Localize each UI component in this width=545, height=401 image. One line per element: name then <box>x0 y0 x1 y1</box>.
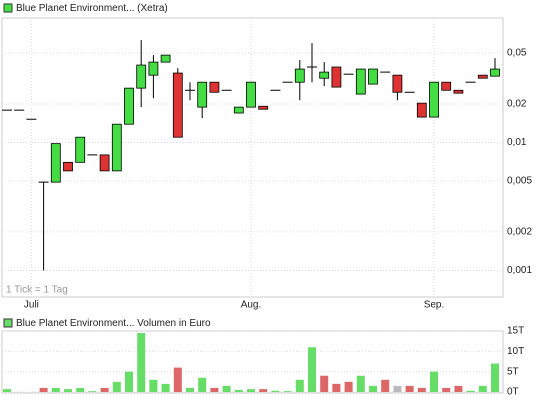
volume-bar <box>64 389 72 392</box>
volume-bar <box>478 385 487 392</box>
candle-body <box>331 66 342 88</box>
candle-body <box>197 81 208 108</box>
y-tick-label: 0,005 <box>507 176 532 187</box>
candle-body <box>477 74 488 79</box>
candle-body <box>99 154 110 172</box>
y-tick-label: 0,001 <box>507 265 532 276</box>
candle-body <box>453 89 464 94</box>
x-tick-label: Juli <box>24 300 39 311</box>
volume-bar <box>88 391 97 392</box>
candle-body <box>209 81 220 93</box>
volume-bar <box>76 387 85 392</box>
candle-body <box>490 68 500 77</box>
candle-body <box>148 61 159 76</box>
volume-bar <box>222 385 231 392</box>
candle-body <box>294 68 305 83</box>
candle-body <box>441 81 452 91</box>
volume-bar <box>332 383 341 392</box>
volume-title: Blue Planet Environment... Volumen in Eu… <box>16 318 211 329</box>
candle-body <box>160 54 171 63</box>
volume-bar <box>405 385 414 392</box>
legend-swatch <box>3 3 13 13</box>
candle-body <box>75 136 86 163</box>
volume-bar <box>3 389 11 392</box>
volume-bar <box>210 387 219 392</box>
y-tick-label: 0,02 <box>507 99 527 110</box>
volume-bar <box>100 387 109 392</box>
volume-bar <box>454 385 463 392</box>
chart-title: Blue Planet Environment... (Xetra) <box>16 3 168 14</box>
candle-body <box>172 72 183 138</box>
y-tick-label: 0,002 <box>507 227 532 238</box>
volume-bar <box>283 391 292 392</box>
volume-bar <box>234 389 243 392</box>
volume-bar <box>137 333 146 392</box>
volume-bar <box>125 371 133 392</box>
candle-body <box>233 106 244 114</box>
candle-body <box>50 143 61 183</box>
volume-bar <box>491 363 499 392</box>
volume-bar <box>173 367 182 392</box>
volume-bar <box>393 385 402 392</box>
legend-swatch <box>3 318 13 328</box>
y-tick-label: 0,01 <box>507 137 527 148</box>
y-tick-label: 0,05 <box>507 48 527 59</box>
volume-bar <box>112 381 121 392</box>
price-panel <box>1 17 504 298</box>
volume-bar <box>344 381 353 392</box>
volume-bar <box>466 390 475 392</box>
y-tick-label: 0T <box>507 387 519 398</box>
volume-bar <box>308 347 316 392</box>
annotation: 1 Tick = 1 Tag <box>6 285 68 296</box>
volume-bar <box>356 375 365 392</box>
candle-body <box>416 102 427 118</box>
y-tick-label: 15T <box>507 326 524 337</box>
volume-bar <box>39 387 48 392</box>
volume-bar <box>430 371 438 392</box>
volume-bar <box>271 390 280 392</box>
volume-bar <box>161 383 170 392</box>
candle-body <box>63 161 73 172</box>
candle-body <box>136 64 147 89</box>
volume-bar <box>259 389 268 392</box>
candle-body <box>258 105 269 110</box>
volume-bar <box>149 379 158 392</box>
volume-bar <box>442 387 451 392</box>
candle-body <box>246 81 256 108</box>
x-tick-label: Sep. <box>424 300 445 311</box>
candle-body <box>355 68 366 95</box>
candle-body <box>111 123 122 172</box>
volume-panel <box>1 330 504 394</box>
candle-body <box>368 68 378 85</box>
volume-bar <box>417 387 426 392</box>
volume-bar <box>369 385 377 392</box>
y-tick-label: 10T <box>507 346 524 357</box>
candle-body <box>392 74 403 93</box>
y-tick-label: 5T <box>507 366 519 377</box>
volume-bar <box>247 389 255 392</box>
volume-bar <box>320 375 329 392</box>
volume-bar <box>295 379 304 392</box>
candle-body <box>429 81 439 118</box>
volume-bar <box>186 387 194 392</box>
candle-body <box>319 71 330 79</box>
candle-body <box>124 87 134 125</box>
volume-bar <box>51 387 60 392</box>
x-tick-label: Aug. <box>241 300 262 311</box>
volume-bar <box>381 379 390 392</box>
volume-bar <box>198 377 207 392</box>
